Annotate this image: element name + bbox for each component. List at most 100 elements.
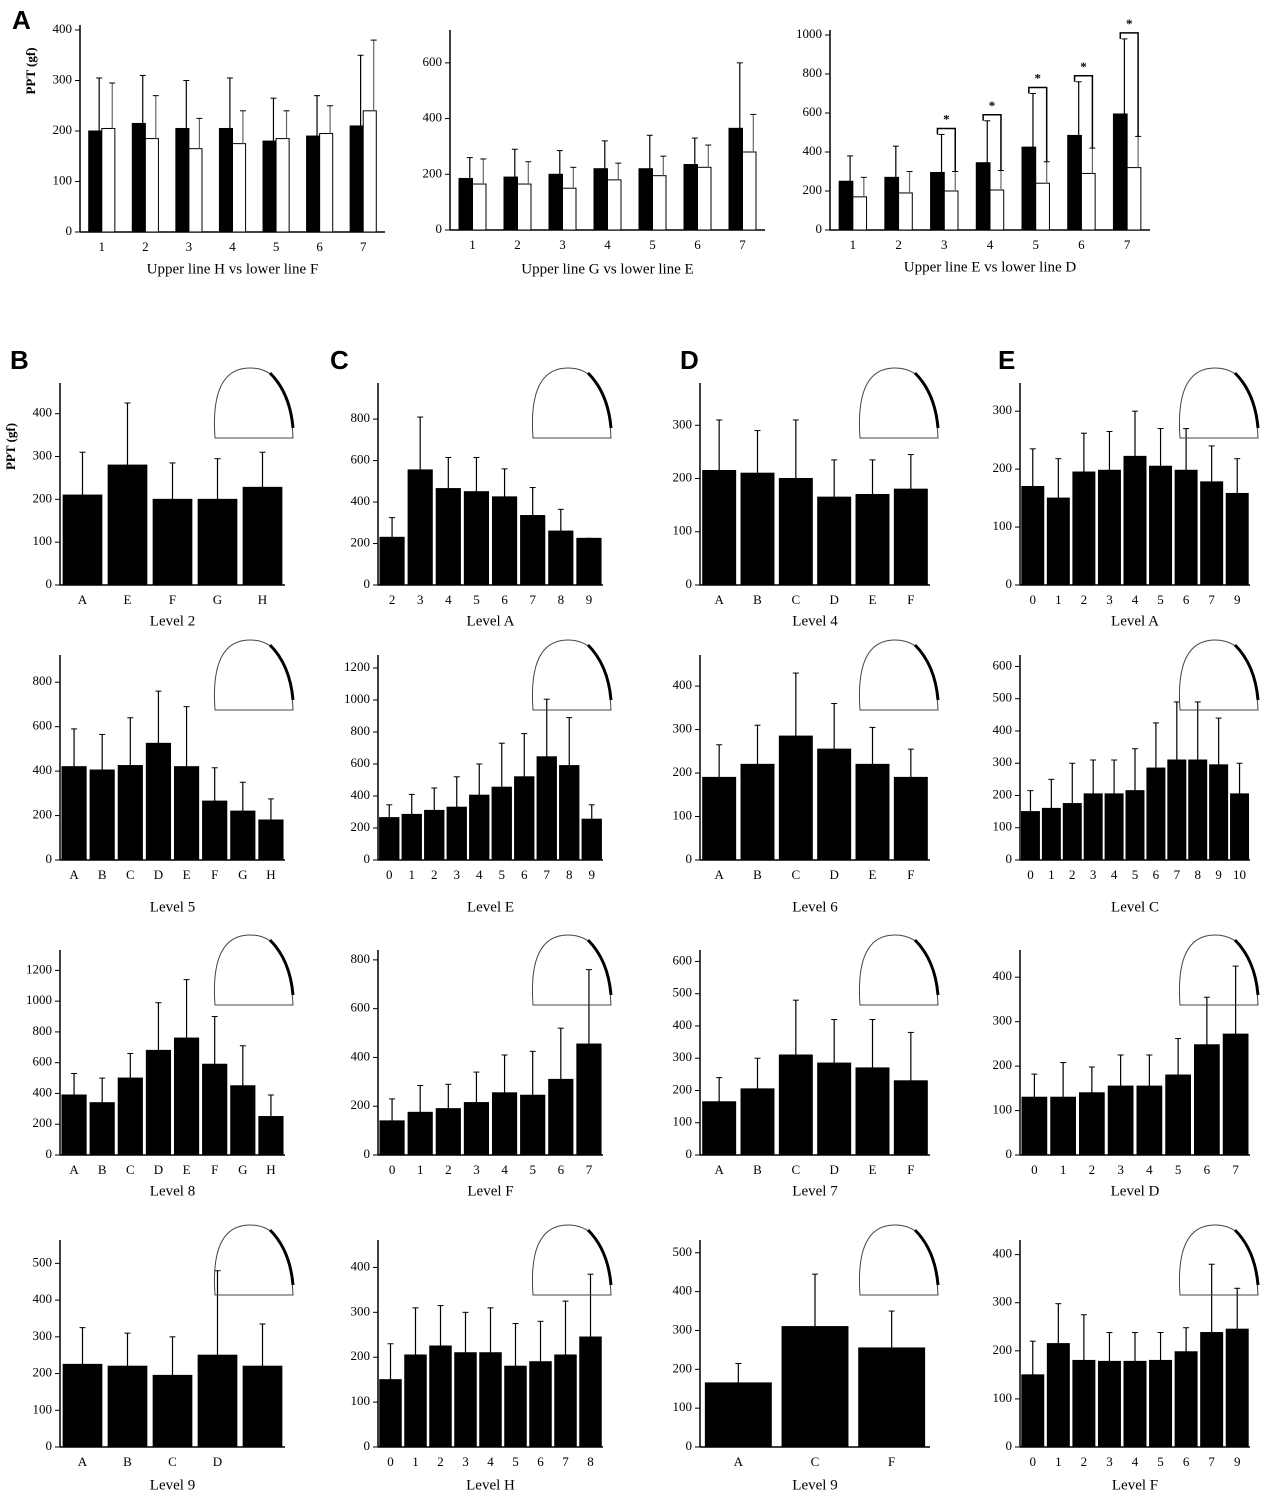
x-tick-label: 2 bbox=[1081, 1454, 1088, 1469]
x-tick-label: F bbox=[907, 867, 914, 882]
y-tick-label: 1000 bbox=[796, 26, 822, 41]
figure: 01002003004001234567Upper line H vs lowe… bbox=[0, 0, 1266, 1496]
bar bbox=[1226, 493, 1248, 585]
y-tick-label: 200 bbox=[993, 1057, 1013, 1072]
x-tick-label: A bbox=[734, 1454, 744, 1469]
x-tick-label: 8 bbox=[1194, 867, 1201, 882]
y-axis-label: PPT (gf) bbox=[23, 47, 38, 94]
bar bbox=[402, 814, 421, 860]
y-tick-label: 400 bbox=[351, 493, 371, 508]
y-tick-label: 100 bbox=[33, 533, 53, 548]
bar bbox=[894, 489, 927, 585]
x-axis-label: Upper line E vs lower line D bbox=[904, 259, 1077, 275]
y-tick-label: 100 bbox=[673, 1114, 693, 1129]
x-tick-label: 2 bbox=[514, 237, 521, 252]
bar bbox=[931, 172, 945, 230]
y-tick-label: 200 bbox=[993, 1342, 1013, 1357]
x-tick-label: A bbox=[69, 1162, 79, 1177]
x-axis-label: Level 8 bbox=[150, 1183, 195, 1199]
x-tick-label: 4 bbox=[487, 1454, 494, 1469]
y-tick-label: 500 bbox=[673, 1244, 693, 1259]
y-tick-label: 0 bbox=[1006, 1146, 1013, 1161]
y-tick-label: 100 bbox=[673, 1399, 693, 1414]
x-tick-label: 3 bbox=[1106, 592, 1113, 607]
x-axis-label: Level A bbox=[467, 613, 515, 629]
x-tick-label: 1 bbox=[1055, 592, 1062, 607]
bar bbox=[1022, 1375, 1044, 1447]
y-tick-label: 0 bbox=[686, 1438, 693, 1453]
x-tick-label: 6 bbox=[501, 592, 508, 607]
bar bbox=[530, 1362, 552, 1447]
bar bbox=[1201, 482, 1223, 585]
bar bbox=[1084, 794, 1102, 860]
panel-letter: A bbox=[12, 5, 31, 35]
y-tick-label: 200 bbox=[423, 165, 443, 180]
y-tick-label: 0 bbox=[436, 221, 443, 236]
bar bbox=[203, 1064, 227, 1155]
inset-outline bbox=[1179, 1225, 1258, 1295]
panel-letter: C bbox=[330, 345, 349, 375]
bar bbox=[1081, 173, 1095, 230]
bar bbox=[132, 123, 145, 232]
bar bbox=[856, 494, 889, 585]
x-tick-label: D bbox=[154, 1162, 163, 1177]
bar bbox=[243, 1366, 282, 1447]
bar bbox=[1105, 794, 1123, 860]
bar bbox=[779, 1055, 812, 1155]
bar bbox=[1022, 487, 1044, 586]
y-tick-label: 0 bbox=[364, 1146, 371, 1161]
bar bbox=[1051, 1097, 1076, 1155]
y-tick-label: 200 bbox=[673, 469, 693, 484]
bar bbox=[259, 1117, 283, 1155]
bar bbox=[563, 188, 577, 230]
x-tick-label: H bbox=[266, 867, 275, 882]
inset-arrow bbox=[270, 940, 293, 995]
x-tick-label: 6 bbox=[558, 1162, 565, 1177]
x-tick-label: 7 bbox=[544, 867, 551, 882]
bar bbox=[470, 795, 489, 860]
y-tick-label: 800 bbox=[803, 65, 823, 80]
x-tick-label: H bbox=[266, 1162, 275, 1177]
x-tick-label: A bbox=[714, 592, 724, 607]
x-tick-label: 1 bbox=[1060, 1162, 1067, 1177]
bar bbox=[580, 1337, 602, 1447]
bar bbox=[1063, 804, 1081, 860]
bar bbox=[1231, 794, 1249, 860]
bar bbox=[108, 1366, 147, 1447]
y-tick-label: 400 bbox=[33, 1291, 53, 1306]
x-axis-label: Level D bbox=[1111, 1183, 1160, 1199]
x-tick-label: 3 bbox=[1090, 867, 1097, 882]
x-tick-label: 4 bbox=[445, 592, 452, 607]
bar bbox=[174, 767, 198, 860]
bar bbox=[1223, 1034, 1248, 1155]
bar bbox=[899, 193, 913, 230]
x-tick-label: 1 bbox=[469, 237, 476, 252]
bar bbox=[473, 184, 487, 230]
x-tick-label: C bbox=[791, 867, 800, 882]
x-tick-label: H bbox=[258, 592, 267, 607]
x-tick-label: 6 bbox=[694, 237, 701, 252]
x-tick-label: 5 bbox=[1032, 237, 1039, 252]
bar bbox=[1210, 765, 1228, 860]
x-tick-label: 4 bbox=[604, 237, 611, 252]
bar bbox=[1175, 470, 1197, 585]
bar bbox=[1127, 168, 1141, 230]
bar bbox=[492, 497, 516, 585]
y-tick-label: 200 bbox=[673, 764, 693, 779]
x-tick-label: 2 bbox=[1089, 1162, 1096, 1177]
bar bbox=[231, 811, 255, 860]
y-tick-label: 400 bbox=[993, 722, 1013, 737]
x-tick-label: 2 bbox=[389, 592, 396, 607]
bar bbox=[146, 743, 170, 860]
y-tick-label: 0 bbox=[364, 576, 371, 591]
bar bbox=[430, 1346, 452, 1447]
bar bbox=[153, 499, 192, 585]
bar bbox=[233, 144, 246, 232]
x-tick-label: 4 bbox=[987, 237, 994, 252]
x-tick-label: 7 bbox=[529, 592, 536, 607]
x-tick-label: 9 bbox=[1234, 1454, 1241, 1469]
bar bbox=[1124, 456, 1146, 585]
y-tick-label: 400 bbox=[993, 968, 1013, 983]
bar bbox=[703, 471, 736, 585]
x-tick-label: 7 bbox=[562, 1454, 569, 1469]
